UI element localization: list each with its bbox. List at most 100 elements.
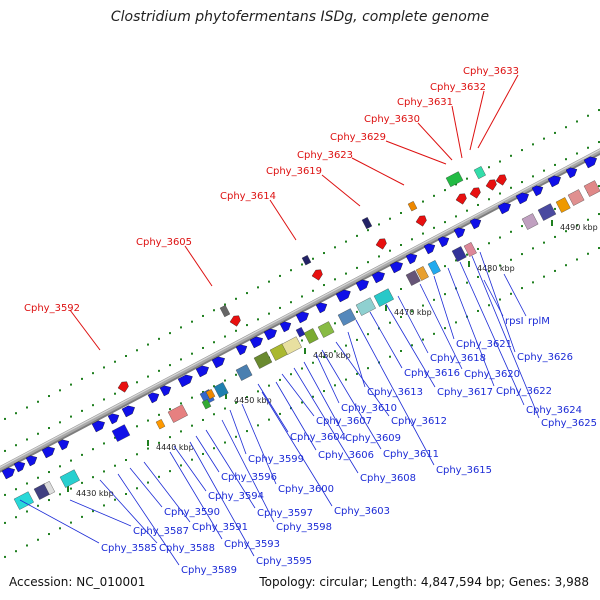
ruler-dot <box>136 453 138 456</box>
ruler-dot <box>15 444 17 447</box>
blue-leader-line <box>419 283 463 370</box>
small-gene-box <box>205 389 216 400</box>
blue-gene-label: Cphy_3594 <box>208 491 264 502</box>
blue-gene-label: Cphy_3621 <box>456 339 512 350</box>
ruler-dot <box>466 177 468 180</box>
ruler-dot <box>554 235 556 238</box>
reverse-gene-box <box>583 180 600 197</box>
blue-gene-label: Cphy_3611 <box>383 449 439 460</box>
ruler-dot <box>389 355 391 358</box>
ruler-dot <box>246 324 248 327</box>
ruler-dot <box>70 459 72 462</box>
ruler-dot <box>125 459 127 461</box>
kbp-tick-label: 4470 kbp <box>394 308 432 317</box>
blue-gene-label: Cphy_3615 <box>436 465 492 476</box>
ruler-dot <box>334 246 336 249</box>
ruler-dot <box>268 280 270 283</box>
blue-leader-line <box>459 261 525 406</box>
red-gene-label: Cphy_3633 <box>463 66 519 77</box>
forward-gene-arrow <box>121 405 135 418</box>
forward-gene-arrow <box>107 413 120 425</box>
red-leader-line <box>469 90 485 151</box>
kbp-tick-label: 4490 kbp <box>560 223 598 232</box>
blue-leader-line <box>479 251 516 353</box>
red-gene-label: Cphy_3623 <box>297 150 353 161</box>
kbp-tick-label: 4450 kbp <box>234 396 272 405</box>
ruler-dot <box>554 269 556 272</box>
genome-title: Clostridium phytofermentans ISDg, comple… <box>110 9 490 25</box>
ruler-dot <box>301 263 303 266</box>
ruler-dot <box>521 287 523 290</box>
blue-leader-line <box>99 479 158 544</box>
ruler-dot <box>213 341 215 344</box>
ruler-dot <box>4 555 6 558</box>
reverse-gene-box <box>555 197 571 213</box>
blue-gene-label: Cphy_3616 <box>404 368 460 379</box>
ruler-dot <box>279 412 281 415</box>
ruler-dot <box>15 488 17 491</box>
gene-features <box>1 156 600 510</box>
forward-gene-arrow <box>389 261 403 274</box>
backbone-line <box>0 148 600 471</box>
ruler-dot <box>499 298 501 301</box>
forward-gene-arrow <box>515 192 529 205</box>
ruler-dot <box>477 309 479 312</box>
ruler-dot <box>191 396 193 399</box>
gene-labels: Cphy_3592 Cphy_3605 Cphy_3614 Cphy_3619 Cphy… <box>24 66 597 576</box>
ruler-dot <box>213 385 215 388</box>
ruler-dot <box>543 241 545 244</box>
blue-leader-line <box>241 403 277 485</box>
ruler-dot <box>224 407 226 410</box>
ruler-dot <box>37 538 39 541</box>
blue-gene-label: Cphy_3603 <box>334 506 390 517</box>
ruler-dot <box>147 419 149 422</box>
ruler-dot <box>312 289 314 292</box>
ruler-dot <box>510 258 512 261</box>
red-gene-label: Cphy_3631 <box>397 97 453 108</box>
highlight-gene-box <box>301 255 312 266</box>
ruler-dot <box>499 192 501 195</box>
reverse-gene-box <box>337 308 357 326</box>
forward-gene-arrow <box>25 455 38 467</box>
ruler-dot <box>70 383 72 386</box>
ruler-dot <box>81 481 83 484</box>
ruler-dot <box>202 314 204 317</box>
ruler-dot <box>257 286 259 289</box>
ruler-dot <box>235 329 237 332</box>
red-gene-label: Cphy_3614 <box>220 191 276 202</box>
blue-gene-label: Cphy_3591 <box>192 522 248 533</box>
ruler-dot <box>114 464 116 467</box>
ruler-dot <box>532 281 534 284</box>
blue-gene-label: Cphy_3626 <box>517 352 573 363</box>
ruler-dot <box>598 247 600 250</box>
small-gene-box <box>201 399 212 410</box>
reverse-gene-box <box>415 266 429 281</box>
ruler-dot <box>202 418 204 421</box>
ruler-dot <box>26 510 28 513</box>
reverse-gene-box <box>253 351 273 369</box>
ruler-dot <box>598 185 600 188</box>
ruler-dot <box>37 400 39 403</box>
reverse-gene-box <box>521 213 539 230</box>
blue-leader-line <box>19 499 100 544</box>
ruler-dot <box>70 521 72 524</box>
label-leader-lines <box>19 74 540 566</box>
blue-leader-line <box>483 279 504 317</box>
ruler-dot <box>4 493 6 496</box>
ruler-dot <box>576 152 578 155</box>
ruler-dot <box>180 402 182 405</box>
ruler-dot <box>367 261 369 264</box>
ruler-dot <box>587 146 589 149</box>
ruler-dot <box>191 458 193 461</box>
blue-gene-label: Cphy_3600 <box>278 484 334 495</box>
forward-gene-arrow <box>469 218 482 230</box>
blue-leader-line <box>281 373 315 417</box>
reverse-gene-box <box>567 189 585 206</box>
ruler-dot <box>576 120 578 123</box>
blue-gene-label: Cphy_3593 <box>224 539 280 550</box>
ruler-dot <box>301 339 303 342</box>
blue-leader-line <box>385 303 436 388</box>
highlight-gene-box <box>219 305 231 318</box>
ruler-dot <box>59 389 61 392</box>
ruler-dot <box>169 364 171 367</box>
